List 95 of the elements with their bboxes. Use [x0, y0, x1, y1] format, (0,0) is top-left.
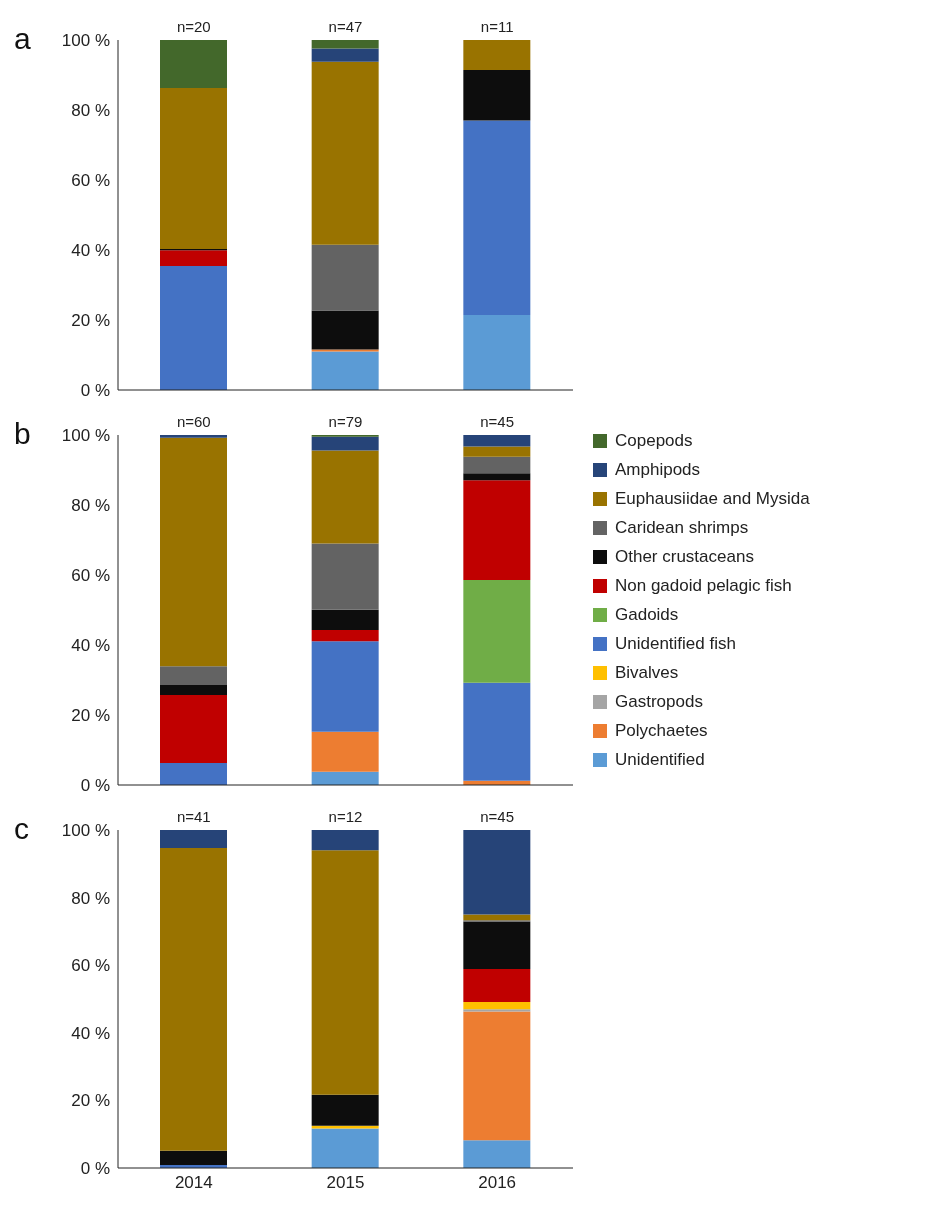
- chart-title: a: [14, 22, 31, 56]
- bar: [463, 120, 531, 316]
- legend-label: Copepods: [615, 431, 693, 451]
- bar: [463, 446, 531, 457]
- bar: [463, 830, 531, 915]
- y-tick-label: 20 %: [71, 1091, 110, 1111]
- y-tick-label: 60 %: [71, 171, 110, 191]
- legend-label: Amphipods: [615, 460, 701, 480]
- bar: [463, 1140, 531, 1168]
- chart-title: b: [14, 417, 31, 451]
- bar: [463, 70, 531, 121]
- bar: [463, 435, 531, 447]
- bar: [160, 847, 227, 1151]
- annotation: n=45: [480, 413, 515, 430]
- bar: [463, 1002, 531, 1010]
- annotation: n=11: [480, 18, 514, 35]
- bar: [311, 771, 379, 785]
- y-tick-label: 60 %: [71, 566, 110, 586]
- bar: [160, 435, 227, 438]
- bar: [311, 61, 379, 245]
- bar: [463, 1009, 531, 1012]
- annotation: n=47: [328, 18, 363, 35]
- legend-label: Unidentified fish: [615, 634, 736, 654]
- bar: [463, 315, 531, 390]
- bar: [311, 450, 379, 544]
- bar: [160, 830, 227, 848]
- bar: [463, 579, 531, 683]
- bar: [463, 968, 531, 1003]
- y-tick-label: 60 %: [71, 956, 110, 976]
- bar: [311, 244, 379, 311]
- bar: [311, 310, 379, 350]
- y-tick-label: 0 %: [80, 1159, 110, 1179]
- y-tick-label: 100 %: [61, 31, 110, 51]
- x-tick-label: 2016: [478, 1173, 517, 1193]
- annotation: n=41: [176, 808, 211, 825]
- chart-title: c: [14, 812, 29, 846]
- legend-label: Bivalves: [615, 663, 679, 683]
- bar: [311, 40, 379, 49]
- bar: [160, 437, 227, 667]
- legend-label: Caridean shrimps: [615, 518, 749, 538]
- y-tick-label: 0 %: [80, 381, 110, 401]
- bar: [463, 1011, 531, 1141]
- y-tick-label: 20 %: [71, 706, 110, 726]
- y-tick-label: 0 %: [80, 776, 110, 796]
- legend-label: Gastropods: [615, 692, 703, 712]
- bar: [160, 250, 227, 267]
- bar: [311, 543, 379, 610]
- annotation: n=79: [328, 413, 363, 430]
- bar: [463, 682, 531, 781]
- annotation: n=60: [176, 413, 211, 430]
- bar: [160, 87, 227, 249]
- bar: [160, 762, 227, 785]
- annotation: n=20: [176, 18, 211, 35]
- bar: [311, 641, 379, 732]
- bar: [160, 666, 227, 685]
- bar: [311, 351, 379, 390]
- bar: [160, 1150, 227, 1165]
- y-tick-label: 80 %: [71, 101, 110, 121]
- bar: [463, 480, 531, 580]
- bar: [160, 695, 227, 763]
- bar: [160, 266, 227, 390]
- legend-label: Other crustaceans: [615, 547, 754, 567]
- bar: [160, 40, 227, 88]
- y-tick-label: 80 %: [71, 888, 110, 908]
- x-tick-label: 2014: [174, 1173, 213, 1193]
- bar: [311, 850, 379, 1095]
- bar: [311, 1094, 379, 1126]
- annotation: n=45: [480, 808, 515, 825]
- y-tick-label: 40 %: [71, 636, 110, 656]
- bar: [463, 921, 531, 969]
- bar: [311, 436, 379, 451]
- bar: [311, 731, 379, 772]
- y-tick-label: 100 %: [61, 426, 110, 446]
- y-tick-label: 100 %: [61, 821, 110, 841]
- y-tick-label: 40 %: [71, 241, 110, 261]
- bar: [463, 456, 531, 474]
- y-tick-label: 80 %: [71, 496, 110, 516]
- annotation: n=12: [328, 808, 363, 825]
- x-tick-label: 2015: [326, 1173, 365, 1193]
- bar: [311, 48, 379, 62]
- bar: [311, 349, 379, 352]
- legend-label: Polychaetes: [615, 721, 708, 741]
- legend-label: Non gadoid pelagic fish: [615, 576, 792, 596]
- bar: [160, 684, 227, 696]
- legend-label: Gadoids: [615, 605, 679, 625]
- bar: [311, 830, 379, 851]
- bar: [463, 40, 531, 71]
- y-tick-label: 40 %: [71, 1023, 110, 1043]
- bar: [311, 629, 379, 642]
- legend-label: Euphausiidae and Mysida: [615, 489, 810, 509]
- bar: [463, 473, 531, 481]
- bar: [311, 1128, 379, 1168]
- bar: [311, 609, 379, 630]
- y-tick-label: 20 %: [71, 311, 110, 331]
- legend-label: Unidentified: [615, 750, 705, 770]
